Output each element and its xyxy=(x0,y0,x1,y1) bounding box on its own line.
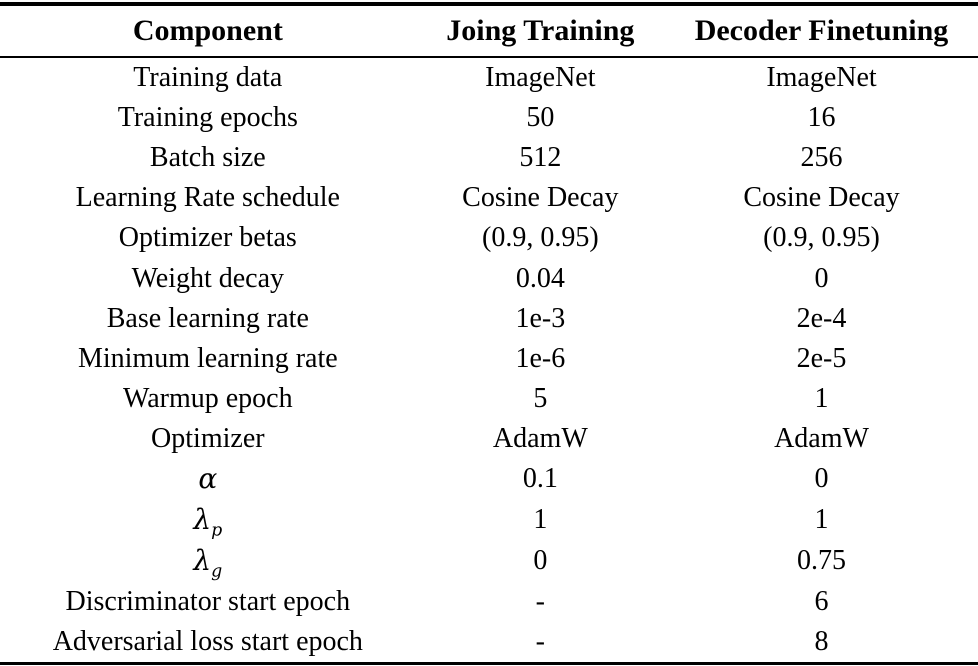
table-row: Training data ImageNet ImageNet xyxy=(0,57,978,98)
value-cell: 0.75 xyxy=(797,545,846,577)
table-row: Adversarial loss start epoch - 8 xyxy=(0,622,978,664)
table-row: λp 1 1 xyxy=(0,500,978,541)
value-cell: ImageNet xyxy=(766,62,877,94)
value-cell: 16 xyxy=(807,102,836,134)
table-row: Discriminator start epoch - 6 xyxy=(0,582,978,622)
column-header-component: Component xyxy=(0,4,416,58)
table-row: Training epochs 50 16 xyxy=(0,98,978,138)
value-cell: 2e-5 xyxy=(796,342,847,374)
component-cell: Weight decay xyxy=(131,262,285,294)
table-row: Warmup epoch 5 1 xyxy=(0,379,978,419)
value-cell: 512 xyxy=(519,142,562,174)
value-cell: (0.9, 0.95) xyxy=(763,222,880,254)
value-cell: 0 xyxy=(814,463,829,495)
component-cell: Training epochs xyxy=(117,102,298,134)
math-subscript: p xyxy=(211,520,223,541)
component-cell: Minimum learning rate xyxy=(77,342,338,374)
table-row: Optimizer betas (0.9, 0.95) (0.9, 0.95) xyxy=(0,218,978,258)
value-cell: 0 xyxy=(814,262,829,294)
value-cell: 5 xyxy=(533,382,548,414)
math-subscript: g xyxy=(211,561,223,582)
component-cell: λp xyxy=(0,500,416,541)
table-row: Weight decay 0.04 0 xyxy=(0,258,978,298)
value-cell: - xyxy=(535,585,545,617)
component-cell: Training data xyxy=(133,62,283,94)
math-symbol: λ xyxy=(193,502,212,536)
component-cell: Discriminator start epoch xyxy=(65,585,351,617)
table-body: Training data ImageNet ImageNet Training ep… xyxy=(0,57,978,664)
component-cell: Warmup epoch xyxy=(123,382,293,414)
column-header-decoder-finetuning: Decoder Finetuning xyxy=(665,4,978,58)
value-cell: 256 xyxy=(800,142,843,174)
component-cell: Learning Rate schedule xyxy=(75,182,340,214)
value-cell: 1 xyxy=(814,382,829,414)
value-cell: AdamW xyxy=(492,422,588,454)
value-cell: ImageNet xyxy=(485,62,596,94)
table-row: Learning Rate schedule Cosine Decay Cosine… xyxy=(0,178,978,218)
math-symbol: α xyxy=(198,461,218,495)
value-cell: 50 xyxy=(526,102,555,134)
table-row: λg 0 0.75 xyxy=(0,541,978,582)
value-cell: 8 xyxy=(814,626,829,658)
value-cell: 0 xyxy=(533,545,548,577)
table-row: Batch size 512 256 xyxy=(0,138,978,178)
value-cell: 1e-6 xyxy=(515,342,566,374)
table-row: Optimizer AdamW AdamW xyxy=(0,419,978,459)
value-cell: 6 xyxy=(814,585,829,617)
component-cell: Optimizer betas xyxy=(118,222,297,254)
component-cell: Base learning rate xyxy=(106,302,309,334)
value-cell: AdamW xyxy=(774,422,869,454)
math-symbol: λ xyxy=(193,543,212,577)
component-cell: Batch size xyxy=(149,142,266,174)
value-cell: 1e-3 xyxy=(515,302,566,334)
component-cell: Adversarial loss start epoch xyxy=(52,626,363,658)
column-header-joint-training: Joing Training xyxy=(415,4,666,58)
table-row: Minimum learning rate 1e-6 2e-5 xyxy=(0,339,978,379)
value-cell: (0.9, 0.95) xyxy=(482,222,599,254)
component-cell: Optimizer xyxy=(151,422,265,454)
value-cell: - xyxy=(535,626,545,658)
value-cell: 0.1 xyxy=(522,463,558,495)
value-cell: 0.04 xyxy=(515,262,565,294)
table-row: Base learning rate 1e-3 2e-4 xyxy=(0,299,978,339)
value-cell: Cosine Decay xyxy=(462,182,619,214)
component-cell: λg xyxy=(0,541,416,582)
value-cell: 1 xyxy=(814,504,829,536)
table-row: α 0.1 0 xyxy=(0,459,978,500)
value-cell: 1 xyxy=(533,504,548,536)
value-cell: Cosine Decay xyxy=(743,182,900,214)
header-row: Component Joing Training Decoder Finetun… xyxy=(0,4,978,58)
component-cell: α xyxy=(0,459,416,500)
value-cell: 2e-4 xyxy=(796,302,847,334)
